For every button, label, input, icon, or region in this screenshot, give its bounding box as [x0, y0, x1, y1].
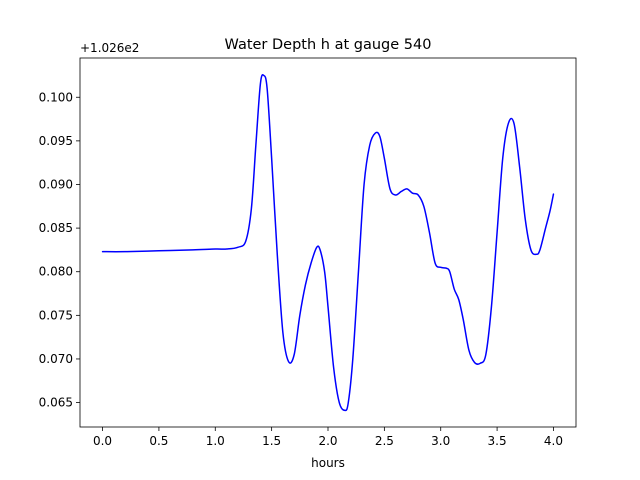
x-tick-label: 0.5 — [149, 434, 168, 448]
y-tick-label: 0.090 — [39, 177, 73, 191]
x-tick-label: 2.0 — [318, 434, 337, 448]
x-tick-label: 3.5 — [488, 434, 507, 448]
y-axis-ticks: 0.065 0.070 0.075 0.080 0.085 0.090 0.095 0.100 — [39, 90, 80, 410]
x-axis-label: hours — [311, 456, 345, 470]
y-tick-label: 0.065 — [39, 396, 73, 410]
y-tick-label: 0.080 — [39, 265, 73, 279]
x-axis-ticks: 0.0 0.5 1.0 1.5 2.0 2.5 3.0 3.5 4.0 — [93, 427, 563, 448]
series-line — [101, 74, 555, 412]
y-tick-label: 0.085 — [39, 221, 73, 235]
x-tick-label: 1.5 — [262, 434, 281, 448]
x-tick-label: 1.0 — [206, 434, 225, 448]
y-tick-label: 0.070 — [39, 352, 73, 366]
y-tick-label: 0.100 — [39, 90, 73, 104]
x-tick-label: 4.0 — [544, 434, 563, 448]
x-tick-label: 2.5 — [375, 434, 394, 448]
chart-title: Water Depth h at gauge 540 — [225, 37, 432, 53]
x-tick-label: 3.0 — [431, 434, 450, 448]
x-tick-label: 0.0 — [93, 434, 112, 448]
axes-frame — [79, 57, 577, 428]
y-tick-label: 0.095 — [39, 134, 73, 148]
y-tick-label: 0.075 — [39, 308, 73, 322]
y-offset-label: +1.026e2 — [80, 41, 139, 55]
